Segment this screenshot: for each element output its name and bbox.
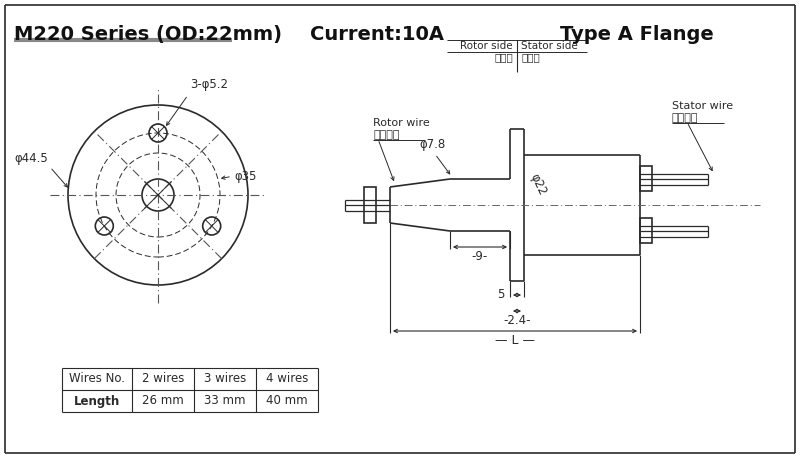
Text: Length: Length bbox=[74, 394, 120, 408]
Text: Rotor side: Rotor side bbox=[460, 41, 513, 51]
Text: 26 mm: 26 mm bbox=[142, 394, 184, 408]
Bar bbox=[640, 218, 652, 243]
Text: M220 Series (OD:22mm): M220 Series (OD:22mm) bbox=[14, 25, 282, 44]
Text: Type A Flange: Type A Flange bbox=[560, 25, 714, 44]
Text: Rotor wire: Rotor wire bbox=[373, 118, 430, 128]
Text: 4 wires: 4 wires bbox=[266, 372, 308, 386]
Text: — L —: — L — bbox=[495, 334, 535, 347]
Text: 40 mm: 40 mm bbox=[266, 394, 308, 408]
Bar bbox=[364, 187, 376, 223]
Text: φ35: φ35 bbox=[234, 170, 256, 183]
Text: φ44.5: φ44.5 bbox=[14, 152, 48, 165]
Text: Current:10A: Current:10A bbox=[310, 25, 444, 44]
Text: Wires No.: Wires No. bbox=[69, 372, 125, 386]
Text: Stator wire: Stator wire bbox=[672, 101, 733, 111]
Text: 3-φ5.2: 3-φ5.2 bbox=[190, 78, 228, 91]
Text: Stator side: Stator side bbox=[521, 41, 578, 51]
Text: 33 mm: 33 mm bbox=[204, 394, 246, 408]
Text: φ22: φ22 bbox=[527, 172, 549, 198]
Text: -2.4-: -2.4- bbox=[503, 314, 530, 327]
Bar bbox=[640, 166, 652, 191]
Text: 转子边: 转子边 bbox=[494, 52, 513, 62]
Text: φ7.8: φ7.8 bbox=[420, 138, 446, 151]
Text: -9-: -9- bbox=[472, 250, 488, 263]
Text: 定子出线: 定子出线 bbox=[672, 113, 698, 123]
Text: 转子出线: 转子出线 bbox=[373, 130, 399, 140]
Text: 3 wires: 3 wires bbox=[204, 372, 246, 386]
Text: 定子边: 定子边 bbox=[521, 52, 540, 62]
Text: 2 wires: 2 wires bbox=[142, 372, 184, 386]
Text: 5: 5 bbox=[497, 288, 504, 300]
